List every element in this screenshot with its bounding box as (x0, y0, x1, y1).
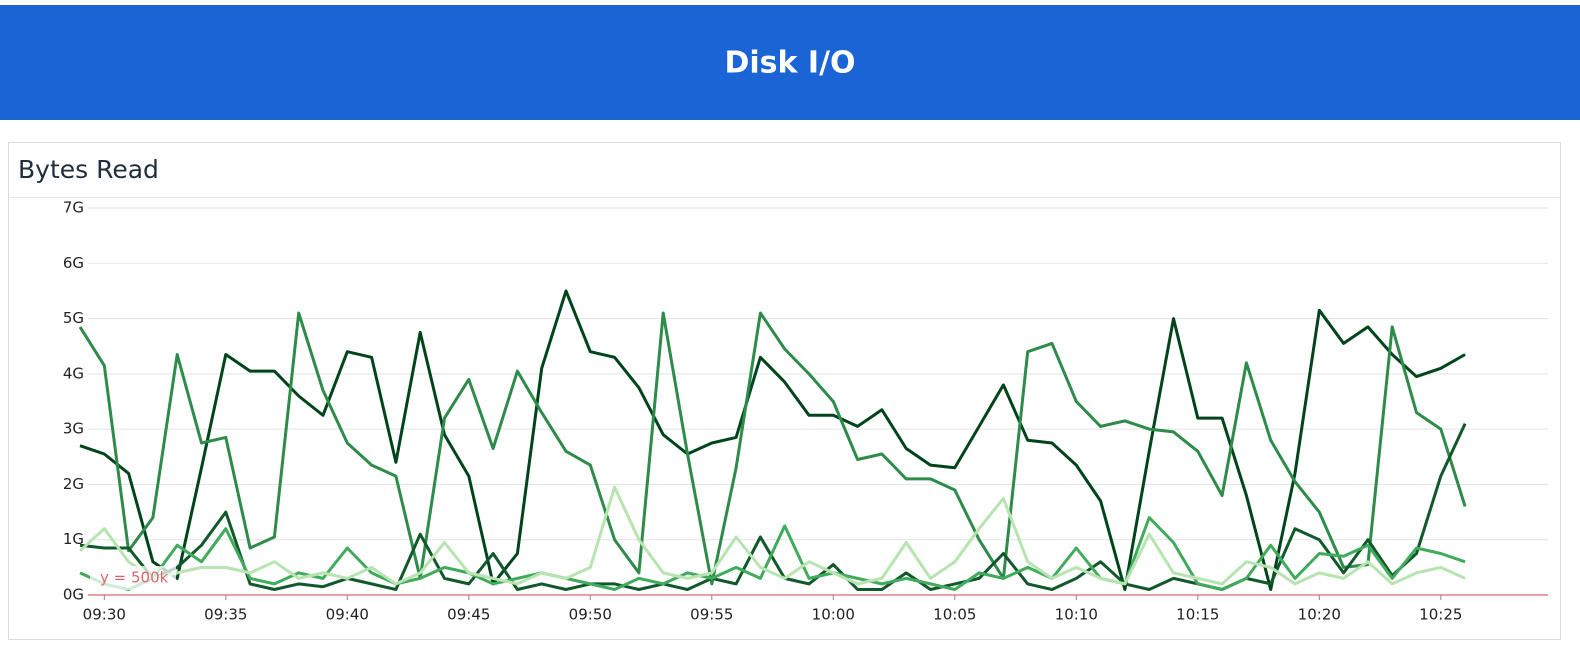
x-tick-label: 09:35 (204, 606, 247, 624)
y-tick-label: 5G (63, 309, 84, 327)
series-line (79, 289, 1466, 591)
y-tick-label: 1G (63, 530, 84, 548)
x-tick-label: 09:50 (569, 606, 612, 624)
annotation-label: y = 500k (100, 569, 169, 587)
series-line (78, 485, 1466, 586)
x-tick-label: 10:05 (933, 606, 976, 624)
y-tick-label: 4G (63, 364, 84, 382)
panel-title: Bytes Read (18, 155, 159, 184)
header-bar (0, 5, 1580, 120)
annotation-bg (90, 566, 176, 590)
x-tick-label: 09:40 (326, 606, 369, 624)
x-tick-label: 09:45 (447, 606, 490, 624)
series-line (78, 311, 1467, 586)
x-tick-label: 09:55 (690, 606, 733, 624)
x-tick-label: 10:15 (1176, 606, 1219, 624)
x-tick-label: 09:30 (83, 606, 126, 624)
x-tick-label: 10:20 (1298, 606, 1341, 624)
x-tick-label: 10:10 (1055, 606, 1098, 624)
y-tick-label: 6G (63, 254, 84, 272)
y-tick-label: 3G (63, 420, 84, 438)
plot: 0G 1G 2G 3G 4G 5G 6G 7G 09:30 09:35 09:40 09:45 09:5… (63, 199, 1548, 624)
y-tick-label: 2G (63, 475, 84, 493)
header-title: Disk I/O (724, 46, 855, 81)
x-tick-label: 10:00 (812, 606, 855, 624)
panel (8, 142, 1561, 640)
x-tick-label: 10:25 (1419, 606, 1462, 624)
y-tick-label: 0G (63, 586, 84, 604)
y-tick-label: 7G (63, 199, 84, 217)
